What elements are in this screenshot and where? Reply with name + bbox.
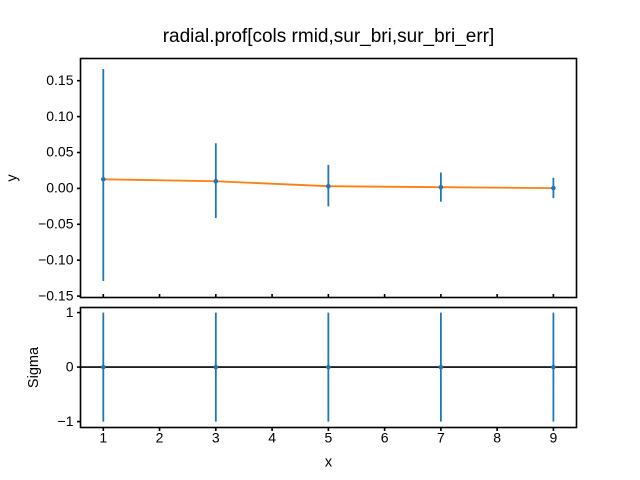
svg-text:0.10: 0.10 bbox=[46, 108, 73, 124]
svg-text:7: 7 bbox=[437, 430, 445, 446]
svg-text:y: y bbox=[4, 174, 20, 182]
svg-text:1: 1 bbox=[99, 430, 107, 446]
svg-text:8: 8 bbox=[493, 430, 501, 446]
svg-text:9: 9 bbox=[550, 430, 558, 446]
svg-text:0.15: 0.15 bbox=[46, 72, 73, 88]
svg-text:radial.prof[cols rmid,sur_bri,: radial.prof[cols rmid,sur_bri,sur_bri_er… bbox=[163, 26, 495, 47]
svg-text:−0.10: −0.10 bbox=[38, 251, 74, 267]
svg-text:3: 3 bbox=[212, 430, 220, 446]
svg-text:6: 6 bbox=[381, 430, 389, 446]
svg-text:Sigma: Sigma bbox=[26, 346, 42, 388]
svg-text:0.00: 0.00 bbox=[46, 180, 73, 196]
svg-text:2: 2 bbox=[156, 430, 164, 446]
svg-text:5: 5 bbox=[324, 430, 332, 446]
svg-text:−1: −1 bbox=[58, 413, 74, 429]
svg-text:1: 1 bbox=[66, 304, 74, 320]
svg-text:x: x bbox=[325, 455, 333, 471]
svg-text:−0.05: −0.05 bbox=[38, 216, 74, 232]
svg-text:0: 0 bbox=[66, 358, 74, 374]
svg-text:4: 4 bbox=[268, 430, 276, 446]
svg-text:0.05: 0.05 bbox=[46, 144, 73, 160]
svg-text:−0.15: −0.15 bbox=[38, 287, 74, 303]
